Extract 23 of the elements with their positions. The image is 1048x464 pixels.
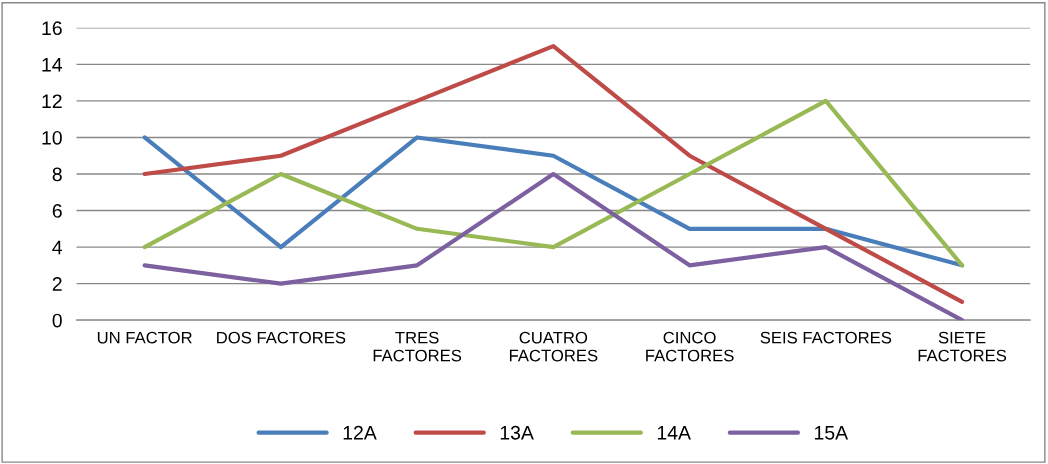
- legend-label: 12A: [343, 425, 377, 440]
- y-tick-label: 8: [52, 167, 62, 182]
- y-tick-label: 16: [42, 21, 62, 36]
- x-tick-label: SIETE FACTORES: [918, 331, 1007, 362]
- legend-label: 15A: [814, 426, 849, 440]
- x-tick-label: UN FACTOR: [97, 331, 192, 344]
- y-tick-label: 14: [42, 58, 63, 72]
- line-series: [142, 171, 965, 321]
- line-series: [142, 44, 965, 304]
- y-tick-label: 6: [52, 204, 62, 218]
- x-tick-label: CINCO FACTORES: [646, 331, 734, 362]
- y-tick-label: 4: [52, 240, 63, 255]
- x-tick-label: CUATRO FACTORES: [509, 331, 598, 362]
- x-tick-label: TRES FACTORES: [373, 331, 462, 362]
- y-tick-label: 10: [42, 130, 62, 145]
- legend-label: 14A: [657, 426, 691, 440]
- line-series: [142, 98, 965, 268]
- x-tick-label: DOS FACTORES: [217, 331, 346, 344]
- y-tick-label: 12: [42, 94, 62, 108]
- y-tick-label: 0: [52, 313, 62, 328]
- y-tick-label: 2: [52, 277, 62, 291]
- x-tick-label: SEIS FACTORES: [760, 331, 892, 344]
- legend-label: 13A: [500, 425, 534, 440]
